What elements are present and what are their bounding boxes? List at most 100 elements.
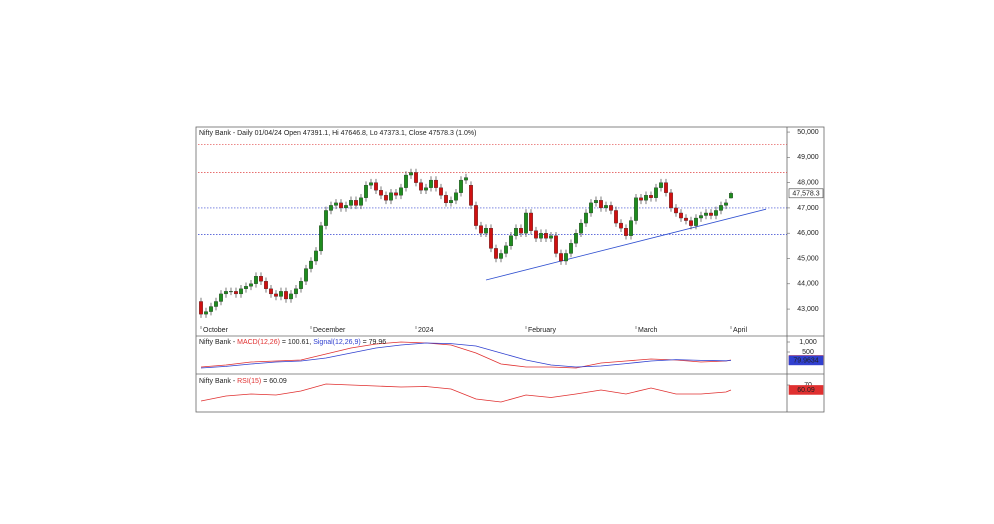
candle-body	[549, 235, 553, 239]
candle-body	[349, 200, 353, 206]
x-tick-label: February	[528, 327, 557, 334]
candle-body	[539, 233, 543, 239]
candle-body	[604, 205, 608, 209]
candle-body	[699, 215, 703, 219]
value-box-label: 60.09	[797, 387, 815, 394]
candle-body	[374, 182, 378, 191]
y-tick-label: 500	[802, 349, 814, 356]
x-tick-label: December	[313, 327, 346, 334]
candle-body	[554, 235, 558, 254]
candle-body	[224, 291, 228, 295]
candle-body	[214, 301, 218, 307]
candle-body	[654, 187, 658, 198]
candle-body	[729, 193, 733, 199]
candle-body	[424, 187, 428, 191]
candle-body	[714, 210, 718, 216]
candle-body	[294, 288, 298, 295]
candle-body	[694, 217, 698, 226]
candle-body	[314, 250, 318, 262]
panel-legend: Nifty Bank - MACD(12,26) = 100.61, Signa…	[199, 339, 386, 346]
candle-body	[634, 197, 638, 221]
x-tick-label: April	[733, 327, 747, 334]
candle-body	[324, 210, 328, 226]
candle-body	[624, 227, 628, 236]
candle-body	[454, 192, 458, 201]
candle-body	[384, 195, 388, 201]
candle-body	[449, 200, 453, 204]
candle-body	[544, 233, 548, 239]
candle-body	[724, 202, 728, 206]
candle-body	[209, 306, 213, 312]
y-tick-label: 44,000	[797, 281, 819, 288]
candle-body	[564, 253, 568, 262]
candle-body	[529, 212, 533, 231]
series-line	[200, 342, 732, 369]
candle-body	[644, 195, 648, 201]
candle-body	[399, 187, 403, 196]
series-line	[200, 383, 732, 403]
candle-body	[674, 207, 678, 214]
candle-body	[574, 233, 578, 244]
legend-entry: MACD(12,26)	[237, 339, 280, 346]
legend-entry: Signal(12,26,9)	[313, 339, 360, 346]
candle-body	[474, 205, 478, 226]
candle-body	[429, 179, 433, 188]
candle-body	[409, 172, 413, 176]
candle-body	[659, 182, 663, 188]
candle-body	[569, 243, 573, 254]
series-line	[200, 341, 732, 369]
candle-body	[299, 281, 303, 289]
x-tick-label: 2024	[418, 327, 434, 334]
panel-title: Nifty Bank -	[199, 378, 237, 385]
candle-body	[364, 185, 368, 198]
value-box-label: 79.9634	[793, 358, 818, 365]
candle-body	[279, 291, 283, 297]
candle-body	[479, 225, 483, 234]
candle-body	[249, 283, 253, 287]
y-tick-label: 46,000	[797, 230, 819, 237]
chart-frame	[195, 126, 825, 413]
value-box-label: 47,578.3	[792, 190, 819, 197]
candle-body	[369, 182, 373, 186]
candle-body	[344, 205, 348, 209]
y-tick-label: 49,000	[797, 154, 819, 161]
trend-line	[485, 208, 767, 281]
candle-body	[509, 235, 513, 247]
candle-body	[704, 212, 708, 216]
value-box	[788, 188, 824, 199]
candle-body	[219, 293, 223, 302]
candle-body	[244, 286, 248, 289]
candle-body	[394, 192, 398, 196]
candle-body	[389, 192, 393, 201]
candle-body	[584, 212, 588, 224]
candle-body	[589, 202, 593, 214]
candle-body	[334, 202, 338, 206]
candle-body	[499, 253, 503, 259]
candle-body	[639, 197, 643, 201]
candle-body	[199, 301, 203, 315]
candle-body	[404, 174, 408, 188]
candle-body	[464, 177, 468, 181]
candle-body	[669, 192, 673, 209]
candle-body	[484, 227, 488, 234]
legend-value: = 100.61,	[280, 339, 313, 346]
candle-body	[599, 200, 603, 209]
candle-body	[434, 179, 438, 188]
candle-body	[519, 227, 523, 234]
candle-body	[269, 288, 273, 295]
candle-body	[469, 185, 473, 206]
legend-entry: RSI(15)	[237, 378, 261, 385]
candle-body	[319, 225, 323, 252]
candle-body	[514, 227, 518, 236]
y-tick-label: 45,000	[797, 255, 819, 262]
candle-body	[579, 222, 583, 234]
candle-body	[709, 212, 713, 216]
candle-body	[609, 205, 613, 211]
candle-body	[419, 182, 423, 191]
candle-body	[689, 220, 693, 226]
candle-body	[559, 253, 563, 262]
candle-body	[229, 291, 233, 293]
candle-body	[284, 291, 288, 300]
candle-body	[354, 200, 358, 206]
